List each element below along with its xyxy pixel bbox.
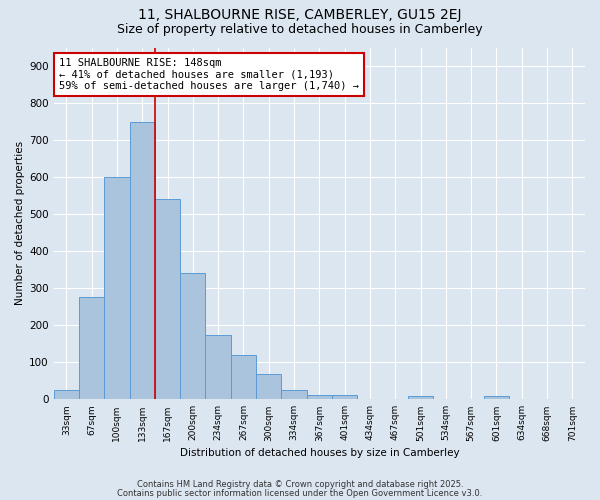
Bar [256, 374, 281, 400]
Bar [231, 355, 256, 400]
Bar [79, 298, 104, 400]
Text: Contains HM Land Registry data © Crown copyright and database right 2025.: Contains HM Land Registry data © Crown c… [137, 480, 463, 489]
Text: 11 SHALBOURNE RISE: 148sqm
← 41% of detached houses are smaller (1,193)
59% of s: 11 SHALBOURNE RISE: 148sqm ← 41% of deta… [59, 58, 359, 92]
Text: Contains public sector information licensed under the Open Government Licence v3: Contains public sector information licen… [118, 488, 482, 498]
Bar [130, 122, 155, 400]
X-axis label: Distribution of detached houses by size in Camberley: Distribution of detached houses by size … [179, 448, 459, 458]
Bar [307, 394, 332, 400]
Bar [104, 177, 130, 400]
Bar [53, 390, 79, 400]
Bar [180, 274, 205, 400]
Bar [205, 334, 231, 400]
Bar [484, 396, 509, 400]
Bar [332, 395, 357, 400]
Text: 11, SHALBOURNE RISE, CAMBERLEY, GU15 2EJ: 11, SHALBOURNE RISE, CAMBERLEY, GU15 2EJ [138, 8, 462, 22]
Text: Size of property relative to detached houses in Camberley: Size of property relative to detached ho… [117, 22, 483, 36]
Y-axis label: Number of detached properties: Number of detached properties [15, 142, 25, 306]
Bar [155, 200, 180, 400]
Bar [408, 396, 433, 400]
Bar [281, 390, 307, 400]
